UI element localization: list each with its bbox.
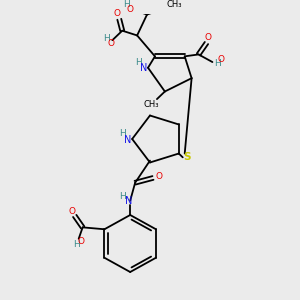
Text: S: S bbox=[183, 152, 190, 162]
Text: H: H bbox=[119, 129, 126, 138]
Text: H: H bbox=[103, 34, 110, 43]
Text: H: H bbox=[135, 58, 142, 67]
Text: CH₃: CH₃ bbox=[143, 100, 159, 109]
Text: N: N bbox=[124, 196, 132, 206]
Text: O: O bbox=[114, 9, 121, 18]
Text: O: O bbox=[155, 172, 162, 181]
Text: O: O bbox=[205, 33, 212, 42]
Text: CH₃: CH₃ bbox=[167, 0, 182, 9]
Text: H: H bbox=[123, 0, 130, 9]
Text: O: O bbox=[127, 5, 134, 14]
Text: N: N bbox=[140, 63, 148, 73]
Text: O: O bbox=[218, 55, 225, 64]
Text: H: H bbox=[214, 59, 221, 68]
Text: O: O bbox=[68, 207, 75, 216]
Text: O: O bbox=[77, 237, 84, 246]
Text: N: N bbox=[124, 135, 131, 145]
Text: H: H bbox=[73, 240, 80, 249]
Text: H: H bbox=[119, 191, 126, 200]
Text: O: O bbox=[108, 40, 115, 49]
